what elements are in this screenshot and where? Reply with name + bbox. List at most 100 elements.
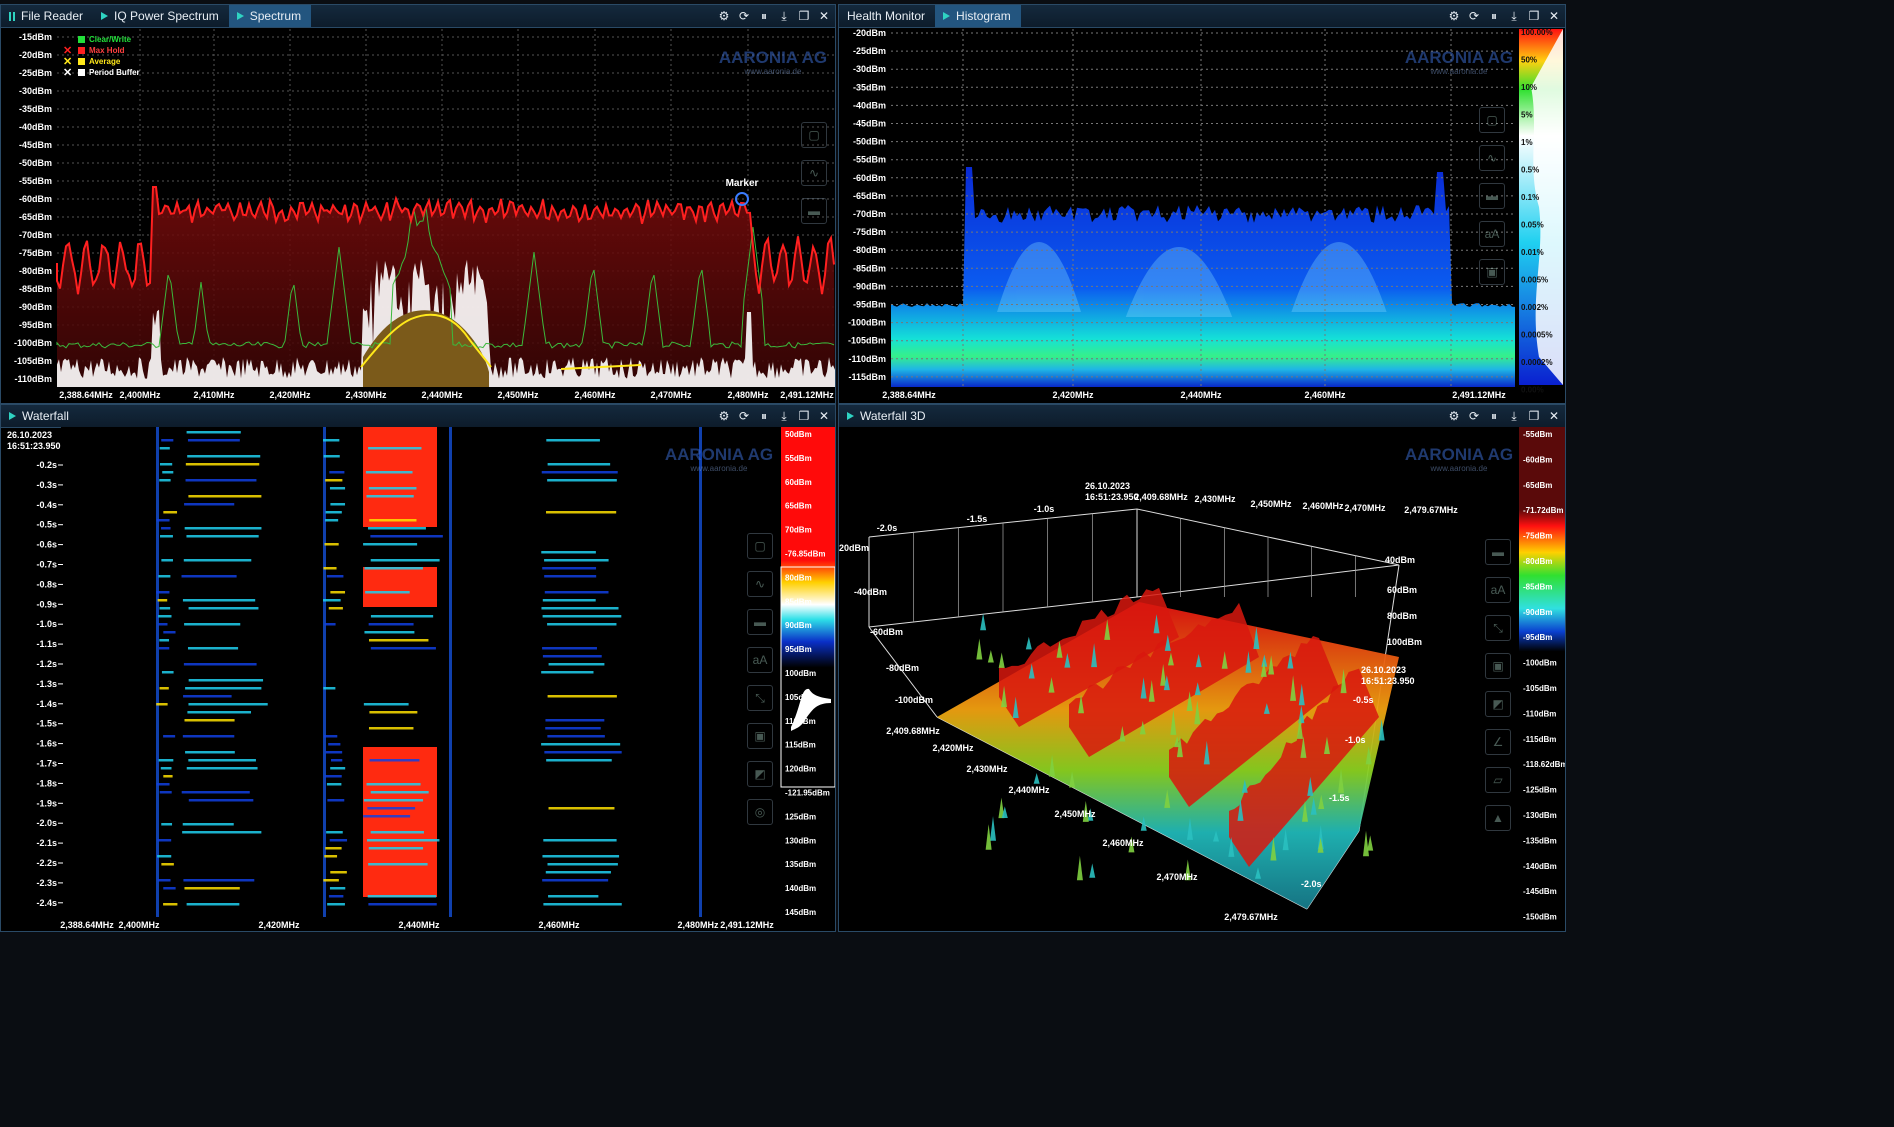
refresh-icon[interactable]: ⟳ [738,409,750,423]
side-tool-icon[interactable]: ▢ [801,122,827,148]
pause-button-icon[interactable]: ⏸ [1490,409,1497,423]
y-tick-label: -45dBm [853,119,886,129]
axis-icon[interactable]: ∠ [1485,729,1511,755]
waterfall-streak [184,719,235,722]
waterfall-streak [161,559,173,562]
tab-spectrum[interactable]: Spectrum [228,5,312,27]
tab-iq-power-spectrum[interactable]: IQ Power Spectrum [93,5,229,27]
tab-histogram[interactable]: Histogram [935,5,1021,27]
refresh-icon[interactable]: ⟳ [1468,409,1480,423]
waterfall-plot[interactable]: -0.2s -0.3s -0.4s -0.5s -0.6s -0.7s -0.8s -0.9s… [1,427,835,931]
spectrum-tabbar: File Reader IQ Power Spectrum Spectrum ⚙… [1,5,835,28]
side-tool-icon[interactable]: ▢ [747,533,773,559]
waterfall-streak [548,895,599,898]
restore-window-icon[interactable]: ❐ [798,9,810,23]
timeline-icon[interactable]: ⤡ [747,685,773,711]
terrain-spike [1300,736,1307,758]
y-tick-label: -100dBm [848,318,886,328]
close-icon[interactable]: ✕ [818,409,830,423]
download-icon[interactable]: ⤓ [1511,409,1517,423]
gear-icon[interactable]: ⚙ [718,409,730,423]
close-icon[interactable]: ✕ [818,9,830,23]
waterfall-streak [547,735,605,738]
y-tick-label: -60dBm [853,173,886,183]
legend-clear-write[interactable]: Clear/Write [89,35,132,44]
download-icon[interactable]: ⤓ [1511,9,1517,23]
download-icon[interactable]: ⤓ [781,409,787,423]
text-size-icon[interactable]: aA [747,647,773,673]
side-toolbar: ▬ aA ⤡ ▣ ◩ ∠ ▱ ▲ [1481,539,1515,831]
waveform-icon[interactable]: ∿ [801,160,827,186]
target-icon[interactable]: ◎ [747,799,773,825]
waterfall-streak [364,631,415,634]
pause-button-icon[interactable]: ⏸ [760,409,767,423]
text-size-icon[interactable]: aA [1485,577,1511,603]
waterfall-streak [369,759,420,762]
tab-waterfall-3d[interactable]: Waterfall 3D [839,405,936,427]
tab-health-monitor[interactable]: Health Monitor [839,5,935,27]
x-tick-label: 2,460MHz [574,390,616,400]
y-tick-label: -75dBm [853,227,886,237]
text-size-icon[interactable]: aA [1479,221,1505,247]
refresh-icon[interactable]: ⟳ [1468,9,1480,23]
mountain-icon[interactable]: ▲ [1485,805,1511,831]
terrain-spike [1301,800,1308,822]
waterfall-streak [367,527,426,530]
timeline-icon[interactable]: ⤡ [1485,615,1511,641]
spectrum-plot[interactable]: Marker -15dBm -20dBm -25dBm -30dBm -35dBm -40… [1,27,835,403]
pause-button-icon[interactable]: ⏸ [760,9,767,23]
restore-window-icon[interactable]: ❐ [1528,409,1540,423]
side-tool-icon[interactable]: ▬ [1485,539,1511,565]
level-tick-label: -40dBm [854,587,887,597]
spectrum-pane: File Reader IQ Power Spectrum Spectrum ⚙… [0,4,836,404]
histogram-plot[interactable]: -20dBm -25dBm -30dBm -35dBm -40dBm -45dBm -50d… [839,27,1565,403]
marker-circle[interactable] [735,192,749,206]
legend-average[interactable]: Average [89,57,121,66]
waveform-icon[interactable]: ∿ [747,571,773,597]
waterfall-streak [185,687,262,690]
refresh-icon[interactable]: ⟳ [738,9,750,23]
close-icon[interactable]: ✕ [1548,9,1560,23]
download-icon[interactable]: ⤓ [781,9,787,23]
color-scale-bar[interactable] [781,427,835,797]
color-palette-icon[interactable]: ◩ [747,761,773,787]
color-scale-bar[interactable] [1519,427,1565,757]
legend-max-hold[interactable]: Max Hold [89,46,125,55]
gear-icon[interactable]: ⚙ [718,9,730,23]
histogram-density [891,167,1515,387]
waterfall-streak [157,855,172,858]
side-tool-icon[interactable]: ▬ [801,198,827,224]
side-tool-icon[interactable]: ▬ [747,609,773,635]
gear-icon[interactable]: ⚙ [1448,409,1460,423]
side-tool-icon[interactable]: ▢ [1479,107,1505,133]
restore-window-icon[interactable]: ❐ [798,409,810,423]
side-tool-icon[interactable]: ▬ [1479,183,1505,209]
waterfall-streak [159,647,170,650]
waterfall-streak [542,615,622,618]
y-tick-label: -95dBm [853,300,886,310]
waterfall-streak [159,687,169,690]
waterfall-streak [157,839,172,842]
y-tick-label: -1.3s [36,679,57,689]
timestamp-date: 26.10.2023 [1361,665,1406,675]
side-tool-icon[interactable]: ▣ [747,723,773,749]
waterfall-streak [182,735,235,738]
legend-period-buffer[interactable]: Period Buffer [89,68,140,77]
waterfall-streak [188,679,264,682]
waveform-icon[interactable]: ∿ [1479,145,1505,171]
surface-icon[interactable]: ▱ [1485,767,1511,793]
y-tick-label: -2.1s [36,838,57,848]
side-tool-icon[interactable]: ▣ [1479,259,1505,285]
tab-file-reader[interactable]: File Reader [1,5,93,27]
close-icon[interactable]: ✕ [1548,409,1560,423]
color-palette-icon[interactable]: ◩ [1485,691,1511,717]
pause-button-icon[interactable]: ⏸ [1490,9,1497,23]
tab-waterfall[interactable]: Waterfall [1,405,79,427]
restore-window-icon[interactable]: ❐ [1528,9,1540,23]
side-tool-icon[interactable]: ▣ [1485,653,1511,679]
scale-tick-label: 55dBm [785,454,812,463]
scale-tick-label: -135dBm [1523,836,1557,845]
waterfall-streak [161,439,174,442]
gear-icon[interactable]: ⚙ [1448,9,1460,23]
waterfall3d-plot[interactable]: -2.0s -1.5s -1.0s 26.10.2023 16:51:23.950 2,4… [839,427,1565,931]
